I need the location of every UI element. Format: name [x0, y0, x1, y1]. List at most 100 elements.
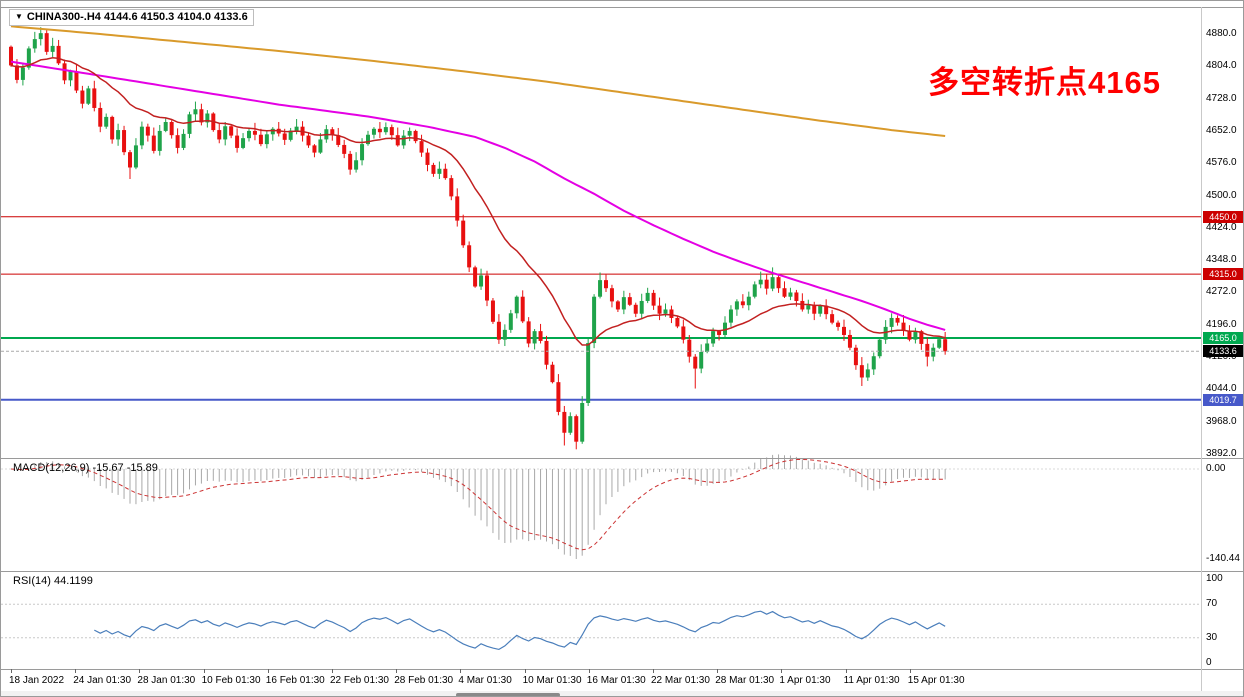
time-axis-tick — [909, 669, 911, 673]
symbol-ohlc-text: CHINA300-.H4 4144.6 4150.3 4104.0 4133.6 — [26, 11, 248, 23]
candle-body — [847, 334, 852, 348]
candle-body — [830, 314, 835, 323]
candle-body — [461, 220, 466, 246]
candle-body — [241, 138, 246, 148]
candle-body — [485, 275, 489, 301]
candle-body — [764, 279, 769, 289]
candle-body — [151, 135, 156, 151]
candle-body — [473, 267, 478, 287]
candle-body — [657, 305, 662, 314]
candle-body — [919, 331, 924, 344]
candle-body — [98, 107, 103, 127]
symbol-dropdown-icon[interactable]: ▼ — [15, 12, 23, 21]
candle-body — [770, 277, 775, 289]
candle-body — [711, 331, 716, 344]
rsi-line — [94, 610, 946, 651]
y-axis-label: 4880.0 — [1206, 28, 1237, 39]
y-axis-label: 4348.0 — [1206, 254, 1237, 266]
candle-body — [663, 309, 668, 314]
candle-body — [32, 39, 37, 49]
time-axis-tick — [717, 669, 719, 673]
time-axis-label: 22 Mar 01:30 — [651, 675, 710, 686]
y-axis-label: 4424.0 — [1206, 221, 1237, 233]
candle-body — [687, 339, 692, 357]
candle-body — [479, 275, 484, 287]
panel-separator — [1, 7, 1243, 8]
macd-indicator-label: MACD(12,26,9) -15.67 -15.89 — [13, 462, 158, 474]
candle-body — [609, 288, 614, 302]
time-axis-label: 16 Feb 01:30 — [265, 675, 325, 686]
price-line-badge: 4019.7 — [1203, 393, 1243, 406]
candle-body — [163, 121, 168, 131]
candle-body — [104, 116, 109, 127]
candle-body — [348, 153, 353, 170]
candle-body — [80, 90, 85, 104]
candle-body — [842, 326, 846, 335]
rsi-scale-label: 0 — [1206, 657, 1212, 668]
macd-scale-bottom-label: -140.44 — [1206, 553, 1240, 564]
horizontal-scrollbar-track[interactable] — [1, 691, 1243, 696]
candle-body — [877, 339, 882, 357]
candle-body — [615, 301, 620, 310]
candle-body — [336, 135, 341, 145]
y-axis-label: 4196.0 — [1206, 318, 1237, 330]
rsi-scale-label: 100 — [1206, 573, 1223, 584]
rsi-scale-label: 70 — [1206, 598, 1218, 610]
candle-body — [782, 288, 787, 297]
candle-body — [544, 340, 549, 365]
candle-body — [651, 292, 656, 306]
candle-body — [889, 317, 894, 327]
candle-body — [181, 133, 186, 148]
candle-body — [437, 168, 442, 174]
time-axis-label: 16 Mar 01:30 — [586, 675, 646, 686]
candle-body — [389, 127, 394, 136]
ma-slow-line — [10, 25, 946, 137]
candle-body — [824, 305, 829, 315]
candle-body — [26, 48, 31, 68]
candle-body — [74, 71, 79, 91]
macd-signal-line — [10, 459, 946, 551]
symbol-title: ▼ CHINA300-.H4 4144.6 4150.3 4104.0 4133.… — [9, 9, 254, 26]
candle-body — [401, 135, 406, 146]
candle-body — [490, 300, 495, 322]
candle-body — [907, 330, 912, 340]
candle-body — [377, 128, 382, 133]
price-line-badge: 4450.0 — [1203, 210, 1243, 223]
candle-body — [645, 292, 650, 301]
time-axis-tick — [203, 669, 205, 673]
time-axis-tick — [332, 669, 333, 673]
time-axis-label: 18 Jan 2022 — [9, 675, 65, 686]
ma-mid-line — [10, 60, 946, 331]
candle-body — [562, 411, 567, 433]
candle-body — [14, 65, 19, 80]
candle-body — [752, 284, 757, 297]
y-axis-label: 4272.0 — [1206, 286, 1237, 298]
candle-body — [133, 145, 138, 168]
candle-body — [360, 144, 365, 161]
time-axis-label: 15 Apr 01:30 — [907, 675, 965, 686]
time-axis-tick — [781, 669, 783, 673]
candle-body — [354, 160, 359, 170]
candle-body — [9, 46, 13, 66]
candle-body — [205, 113, 210, 123]
candle-body — [705, 343, 710, 352]
candle-body — [68, 71, 73, 81]
candle-body — [288, 130, 293, 140]
y-axis-label: 3968.0 — [1206, 415, 1237, 427]
rsi-scale-label: 30 — [1206, 631, 1218, 643]
candle-body — [728, 309, 733, 323]
candle-body — [247, 130, 251, 139]
horizontal-scrollbar-thumb[interactable] — [456, 693, 560, 696]
candle-body — [383, 127, 388, 133]
candle-body — [318, 139, 323, 153]
candle-body — [122, 130, 127, 153]
time-axis-tick — [845, 669, 847, 673]
price-line-badge: 4315.0 — [1203, 268, 1243, 281]
candle-body — [139, 126, 144, 146]
candle-body — [556, 382, 561, 412]
time-axis-tick — [75, 669, 77, 673]
candle-body — [574, 416, 579, 442]
candle-body — [419, 141, 424, 153]
candle-body — [699, 351, 704, 369]
